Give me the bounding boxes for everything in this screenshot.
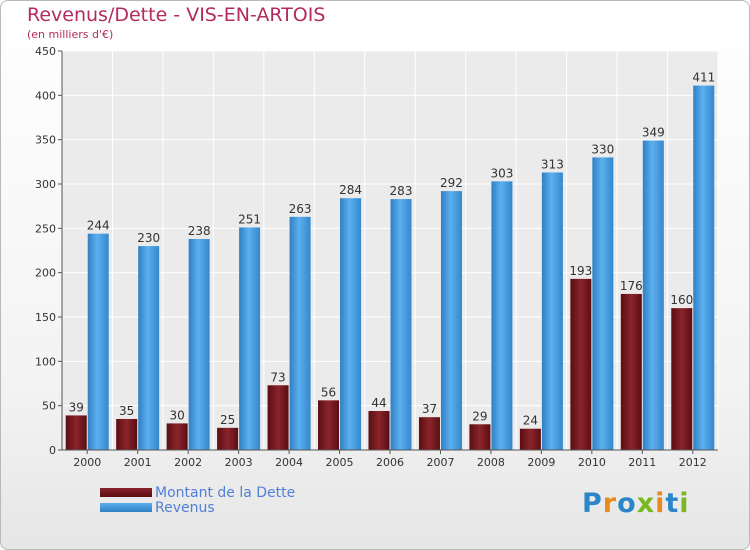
data-label-debt: 25 <box>220 413 235 427</box>
data-label-debt: 56 <box>321 385 336 399</box>
y-tick-label: 200 <box>35 267 56 280</box>
logo-letter: r <box>602 488 618 519</box>
bar-debt <box>65 415 87 450</box>
bar-revenue <box>390 199 412 450</box>
bar-debt <box>116 418 138 450</box>
data-label-debt: 73 <box>270 370 285 384</box>
bar-debt <box>217 427 239 450</box>
y-tick-label: 350 <box>35 134 56 147</box>
bar-revenue <box>592 157 614 450</box>
bar-debt <box>318 400 340 450</box>
bar-revenue <box>541 172 563 450</box>
y-tick-label: 100 <box>35 355 56 368</box>
chart-title: Revenus/Dette - VIS-EN-ARTOIS <box>27 4 326 26</box>
x-tick-label: 2005 <box>326 456 354 469</box>
data-label-revenue: 238 <box>188 224 211 238</box>
chart-subtitle: (en milliers d'€) <box>27 28 114 41</box>
logo-letter: i <box>655 488 666 519</box>
x-tick-label: 2004 <box>275 456 303 469</box>
proxiti-logo: Proxiti <box>582 488 690 519</box>
bar-revenue <box>491 181 513 450</box>
x-tick-label: 2012 <box>679 456 707 469</box>
data-label-revenue: 283 <box>390 184 413 198</box>
logo-letter: t <box>665 488 680 519</box>
x-tick-label: 2008 <box>477 456 505 469</box>
legend-label-debt: Montant de la Dette <box>155 485 296 501</box>
data-label-debt: 24 <box>523 414 538 428</box>
data-label-revenue: 284 <box>339 183 362 197</box>
logo-letter: o <box>617 488 637 519</box>
data-label-debt: 35 <box>119 404 134 418</box>
y-tick-label: 150 <box>35 311 56 324</box>
x-tick-label: 2000 <box>73 456 101 469</box>
x-tick-label: 2003 <box>225 456 253 469</box>
bar-revenue <box>87 233 109 450</box>
bar-revenue <box>239 227 261 450</box>
bar-revenue <box>440 191 462 451</box>
x-tick-label: 2007 <box>426 456 454 469</box>
data-label-debt: 29 <box>472 409 487 423</box>
data-label-revenue: 244 <box>87 219 110 233</box>
data-label-revenue: 313 <box>541 157 564 171</box>
data-label-debt: 193 <box>569 264 592 278</box>
data-label-debt: 37 <box>422 402 437 416</box>
data-label-revenue: 330 <box>591 142 614 156</box>
data-label-revenue: 349 <box>642 126 665 140</box>
x-tick-label: 2001 <box>124 456 152 469</box>
y-tick-label: 300 <box>35 178 56 191</box>
bar-revenue <box>138 246 160 450</box>
x-tick-label: 2002 <box>174 456 202 469</box>
y-tick-label: 400 <box>35 89 56 102</box>
legend-swatch-revenue <box>100 503 152 512</box>
data-label-debt: 30 <box>170 408 185 422</box>
bar-debt <box>469 424 491 450</box>
data-label-revenue: 292 <box>440 176 463 190</box>
bar-debt <box>418 417 440 450</box>
logo-letter: x <box>636 488 656 519</box>
data-label-revenue: 251 <box>238 212 261 226</box>
bar-revenue <box>642 140 664 450</box>
legend-swatch-debt <box>100 488 152 497</box>
logo-letter: P <box>582 488 603 519</box>
data-label-debt: 176 <box>620 279 643 293</box>
y-tick-label: 50 <box>42 400 56 413</box>
bar-debt <box>267 385 289 450</box>
bar-debt <box>570 278 592 450</box>
data-label-revenue: 411 <box>692 71 715 85</box>
plot-area <box>62 51 718 450</box>
y-tick-label: 0 <box>49 444 56 457</box>
y-tick-label: 250 <box>35 222 56 235</box>
legend-label-revenue: Revenus <box>155 500 215 516</box>
data-label-revenue: 263 <box>289 202 312 216</box>
x-tick-label: 2009 <box>527 456 555 469</box>
data-label-debt: 39 <box>69 400 84 414</box>
y-tick-label: 450 <box>35 45 56 58</box>
bar-debt <box>368 410 390 450</box>
bar-revenue <box>188 238 210 450</box>
data-label-debt: 160 <box>670 293 693 307</box>
bar-debt <box>166 423 188 450</box>
bar-debt <box>620 293 642 450</box>
data-label-revenue: 230 <box>137 231 160 245</box>
bar-debt <box>671 308 693 450</box>
bar-revenue <box>340 198 362 450</box>
bar-chart: 3924435230302382525173263562844428337292… <box>35 45 719 469</box>
x-tick-label: 2010 <box>578 456 606 469</box>
bar-revenue <box>693 85 715 450</box>
data-label-revenue: 303 <box>490 166 513 180</box>
data-label-debt: 44 <box>371 396 386 410</box>
bar-debt <box>519 428 541 450</box>
x-tick-label: 2006 <box>376 456 404 469</box>
x-tick-label: 2011 <box>628 456 656 469</box>
logo-letter: i <box>679 488 690 519</box>
bar-revenue <box>289 216 311 450</box>
